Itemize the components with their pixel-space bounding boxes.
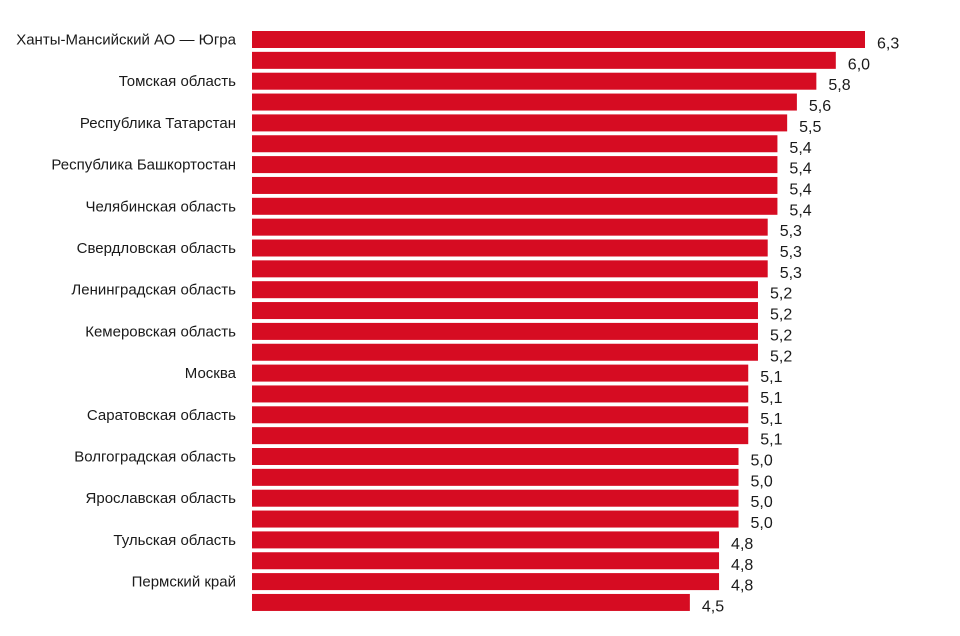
bar [252,302,758,320]
value-label: 5,0 [751,473,773,490]
bar [252,322,758,340]
value-label: 5,1 [760,369,782,386]
category-label: Волгоградская область [74,449,236,466]
category-label: Саратовская область [87,407,236,424]
value-label: 5,3 [780,244,802,261]
category-label: Свердловская область [77,240,237,257]
bar [252,552,720,570]
value-label: 5,6 [809,98,831,115]
bar [252,531,720,549]
bar [252,510,739,528]
value-label: 5,0 [751,453,773,470]
category-label: Республика Башкортостан [51,157,236,174]
value-label: 4,5 [702,598,724,615]
category-label: Ярославская область [86,490,237,507]
bar [252,72,817,90]
value-label: 5,0 [751,494,773,511]
bar [252,448,739,465]
category-label: Республика Татарстан [80,115,236,132]
category-label: Ханты-Мансийский АО — Югра [16,32,236,49]
bar [252,364,749,382]
value-label: 5,4 [789,202,811,219]
category-label: Москва [185,365,237,382]
bar [252,468,739,486]
bar [252,156,778,174]
bar [252,176,778,194]
value-label: 5,0 [751,515,773,532]
value-label: 5,2 [770,327,792,344]
value-label: 5,4 [789,181,811,198]
bar [252,260,768,278]
value-label: 5,2 [770,307,792,324]
bar [252,218,768,236]
category-labels-layer: Ханты-Мансийский АО — Югра Томская област… [16,32,236,591]
value-label: 5,2 [770,286,792,303]
value-label: 5,2 [770,348,792,365]
bar [252,135,778,153]
bar [252,31,865,48]
value-label: 6,3 [877,36,899,53]
category-label: Кемеровская область [85,323,236,340]
bar [252,114,788,132]
bar [252,281,758,299]
value-label: 4,8 [731,557,753,574]
bar [252,427,749,445]
value-label: 5,1 [760,390,782,407]
bar [252,406,749,424]
bar [252,343,758,361]
bar [252,93,797,111]
bar [252,385,749,403]
value-label: 5,3 [780,265,802,282]
value-label: 5,1 [760,432,782,449]
category-label: Томская область [119,73,236,90]
value-label: 5,8 [828,77,850,94]
value-label: 5,5 [799,119,821,136]
value-label: 4,8 [731,536,753,553]
bar [252,197,778,215]
bar [252,489,739,507]
bar [252,239,768,257]
value-label: 5,4 [789,161,811,178]
value-label: 5,1 [760,411,782,428]
bar [252,593,690,611]
value-label: 6,0 [848,56,870,73]
value-label: 4,8 [731,578,753,595]
value-label: 5,4 [789,140,811,157]
bars-layer [252,31,865,611]
category-label: Пермский край [132,574,236,591]
bar [252,573,720,591]
value-labels-layer: 6,3 6,0 5,8 5,6 5,5 5,4 5,4 5,4 5,4 5,3 5,3 5,3 5,2 5… [702,36,899,616]
bar [252,51,836,69]
value-label: 5,3 [780,223,802,240]
category-label: Ленинградская область [71,282,236,299]
category-label: Челябинская область [85,198,236,215]
category-label: Тульская область [113,532,236,549]
